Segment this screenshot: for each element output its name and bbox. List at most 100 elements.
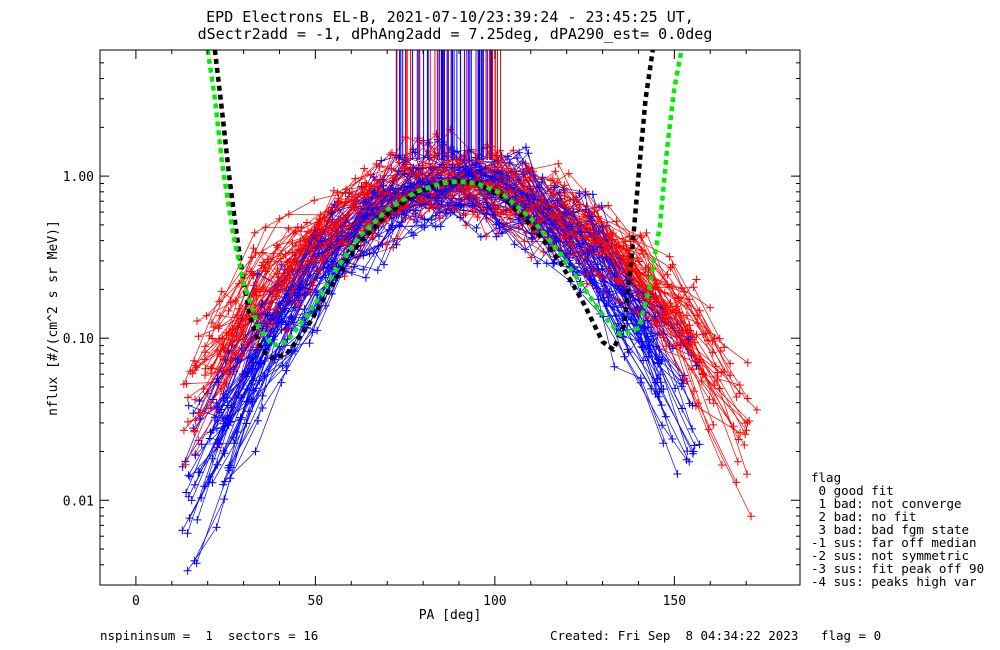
- data-point: [612, 312, 620, 321]
- data-point: [277, 378, 286, 387]
- series-line: [216, 164, 693, 407]
- data-point: [653, 331, 662, 339]
- data-point: [313, 326, 322, 335]
- legend-entry: -4 sus: peaks high var: [811, 574, 977, 589]
- data-point: [666, 299, 675, 308]
- data-point: [212, 523, 221, 532]
- data-point: [665, 252, 674, 261]
- data-point: [260, 372, 269, 381]
- data-point: [515, 148, 524, 157]
- data-point: [726, 359, 735, 368]
- data-point: [368, 233, 377, 242]
- data-point: [183, 566, 192, 575]
- data-point: [549, 191, 558, 200]
- data-point: [682, 311, 691, 320]
- data-point: [553, 196, 562, 205]
- data-point: [668, 260, 677, 269]
- data-point: [623, 345, 632, 354]
- x-tick-label: 100: [483, 594, 506, 609]
- x-axis-label: PA [deg]: [419, 608, 482, 623]
- data-point: [412, 218, 421, 226]
- data-point: [249, 244, 258, 253]
- y-tick-label: 1.00: [63, 170, 94, 185]
- data-point: [213, 402, 222, 411]
- data-point: [300, 241, 309, 250]
- data-point: [208, 454, 217, 463]
- data-point: [295, 291, 304, 300]
- data-point: [364, 188, 373, 197]
- data-point: [194, 332, 203, 341]
- data-point: [322, 240, 331, 249]
- data-point: [194, 409, 203, 418]
- data-point: [597, 217, 605, 226]
- series-line: [219, 172, 748, 424]
- data-point: [649, 335, 658, 344]
- data-point: [181, 460, 190, 469]
- data-point: [390, 173, 399, 182]
- data-point: [661, 315, 670, 323]
- data-point: [709, 420, 718, 429]
- data-point: [671, 384, 680, 393]
- footer-left: nspininsum = 1 sectors = 16: [100, 628, 318, 643]
- data-point: [717, 461, 726, 469]
- data-point: [199, 385, 208, 393]
- data-point: [183, 529, 192, 538]
- data-point: [610, 362, 619, 371]
- data-point: [192, 559, 201, 568]
- data-point: [604, 296, 613, 305]
- data-point: [564, 169, 573, 178]
- data-point: [343, 239, 352, 248]
- data-point: [492, 151, 501, 160]
- data-point: [250, 228, 259, 237]
- data-point: [249, 386, 258, 395]
- series-line: [205, 158, 690, 369]
- data-point: [647, 384, 656, 393]
- data-point: [417, 221, 426, 230]
- data-point: [197, 440, 206, 449]
- data-point: [650, 283, 659, 292]
- data-point: [552, 236, 561, 245]
- data-point: [520, 178, 529, 187]
- data-point: [743, 394, 752, 403]
- data-point: [533, 200, 542, 209]
- data-point: [204, 478, 213, 487]
- data-point: [264, 257, 273, 266]
- data-point: [284, 224, 293, 233]
- data-point: [566, 222, 575, 231]
- data-point: [209, 426, 218, 435]
- data-point: [191, 395, 200, 404]
- series-line: [224, 184, 678, 482]
- data-point: [305, 339, 314, 348]
- data-point: [247, 253, 256, 262]
- data-point: [654, 355, 663, 364]
- data-point: [583, 220, 592, 228]
- data-point: [554, 159, 563, 168]
- data-point: [518, 189, 527, 198]
- data-point: [292, 241, 300, 250]
- data-point: [598, 223, 607, 232]
- data-point: [275, 214, 284, 223]
- data-point: [293, 223, 302, 232]
- data-point: [522, 143, 530, 152]
- data-point: [220, 367, 229, 376]
- data-point: [374, 242, 383, 250]
- data-point: [633, 253, 641, 262]
- data-point: [435, 214, 444, 223]
- data-point: [482, 232, 491, 241]
- series-line: [203, 149, 713, 390]
- data-point: [620, 352, 629, 361]
- data-point: [264, 311, 273, 320]
- data-point: [614, 297, 623, 306]
- data-point: [441, 186, 450, 195]
- data-point: [706, 303, 715, 312]
- data-point: [705, 395, 714, 404]
- data-point: [341, 218, 350, 227]
- data-point: [520, 237, 529, 246]
- data-point: [284, 210, 293, 219]
- data-point: [220, 495, 229, 504]
- data-point: [184, 401, 193, 410]
- data-point: [291, 227, 300, 235]
- data-point: [179, 380, 188, 389]
- data-point: [419, 136, 427, 145]
- data-point: [695, 306, 704, 315]
